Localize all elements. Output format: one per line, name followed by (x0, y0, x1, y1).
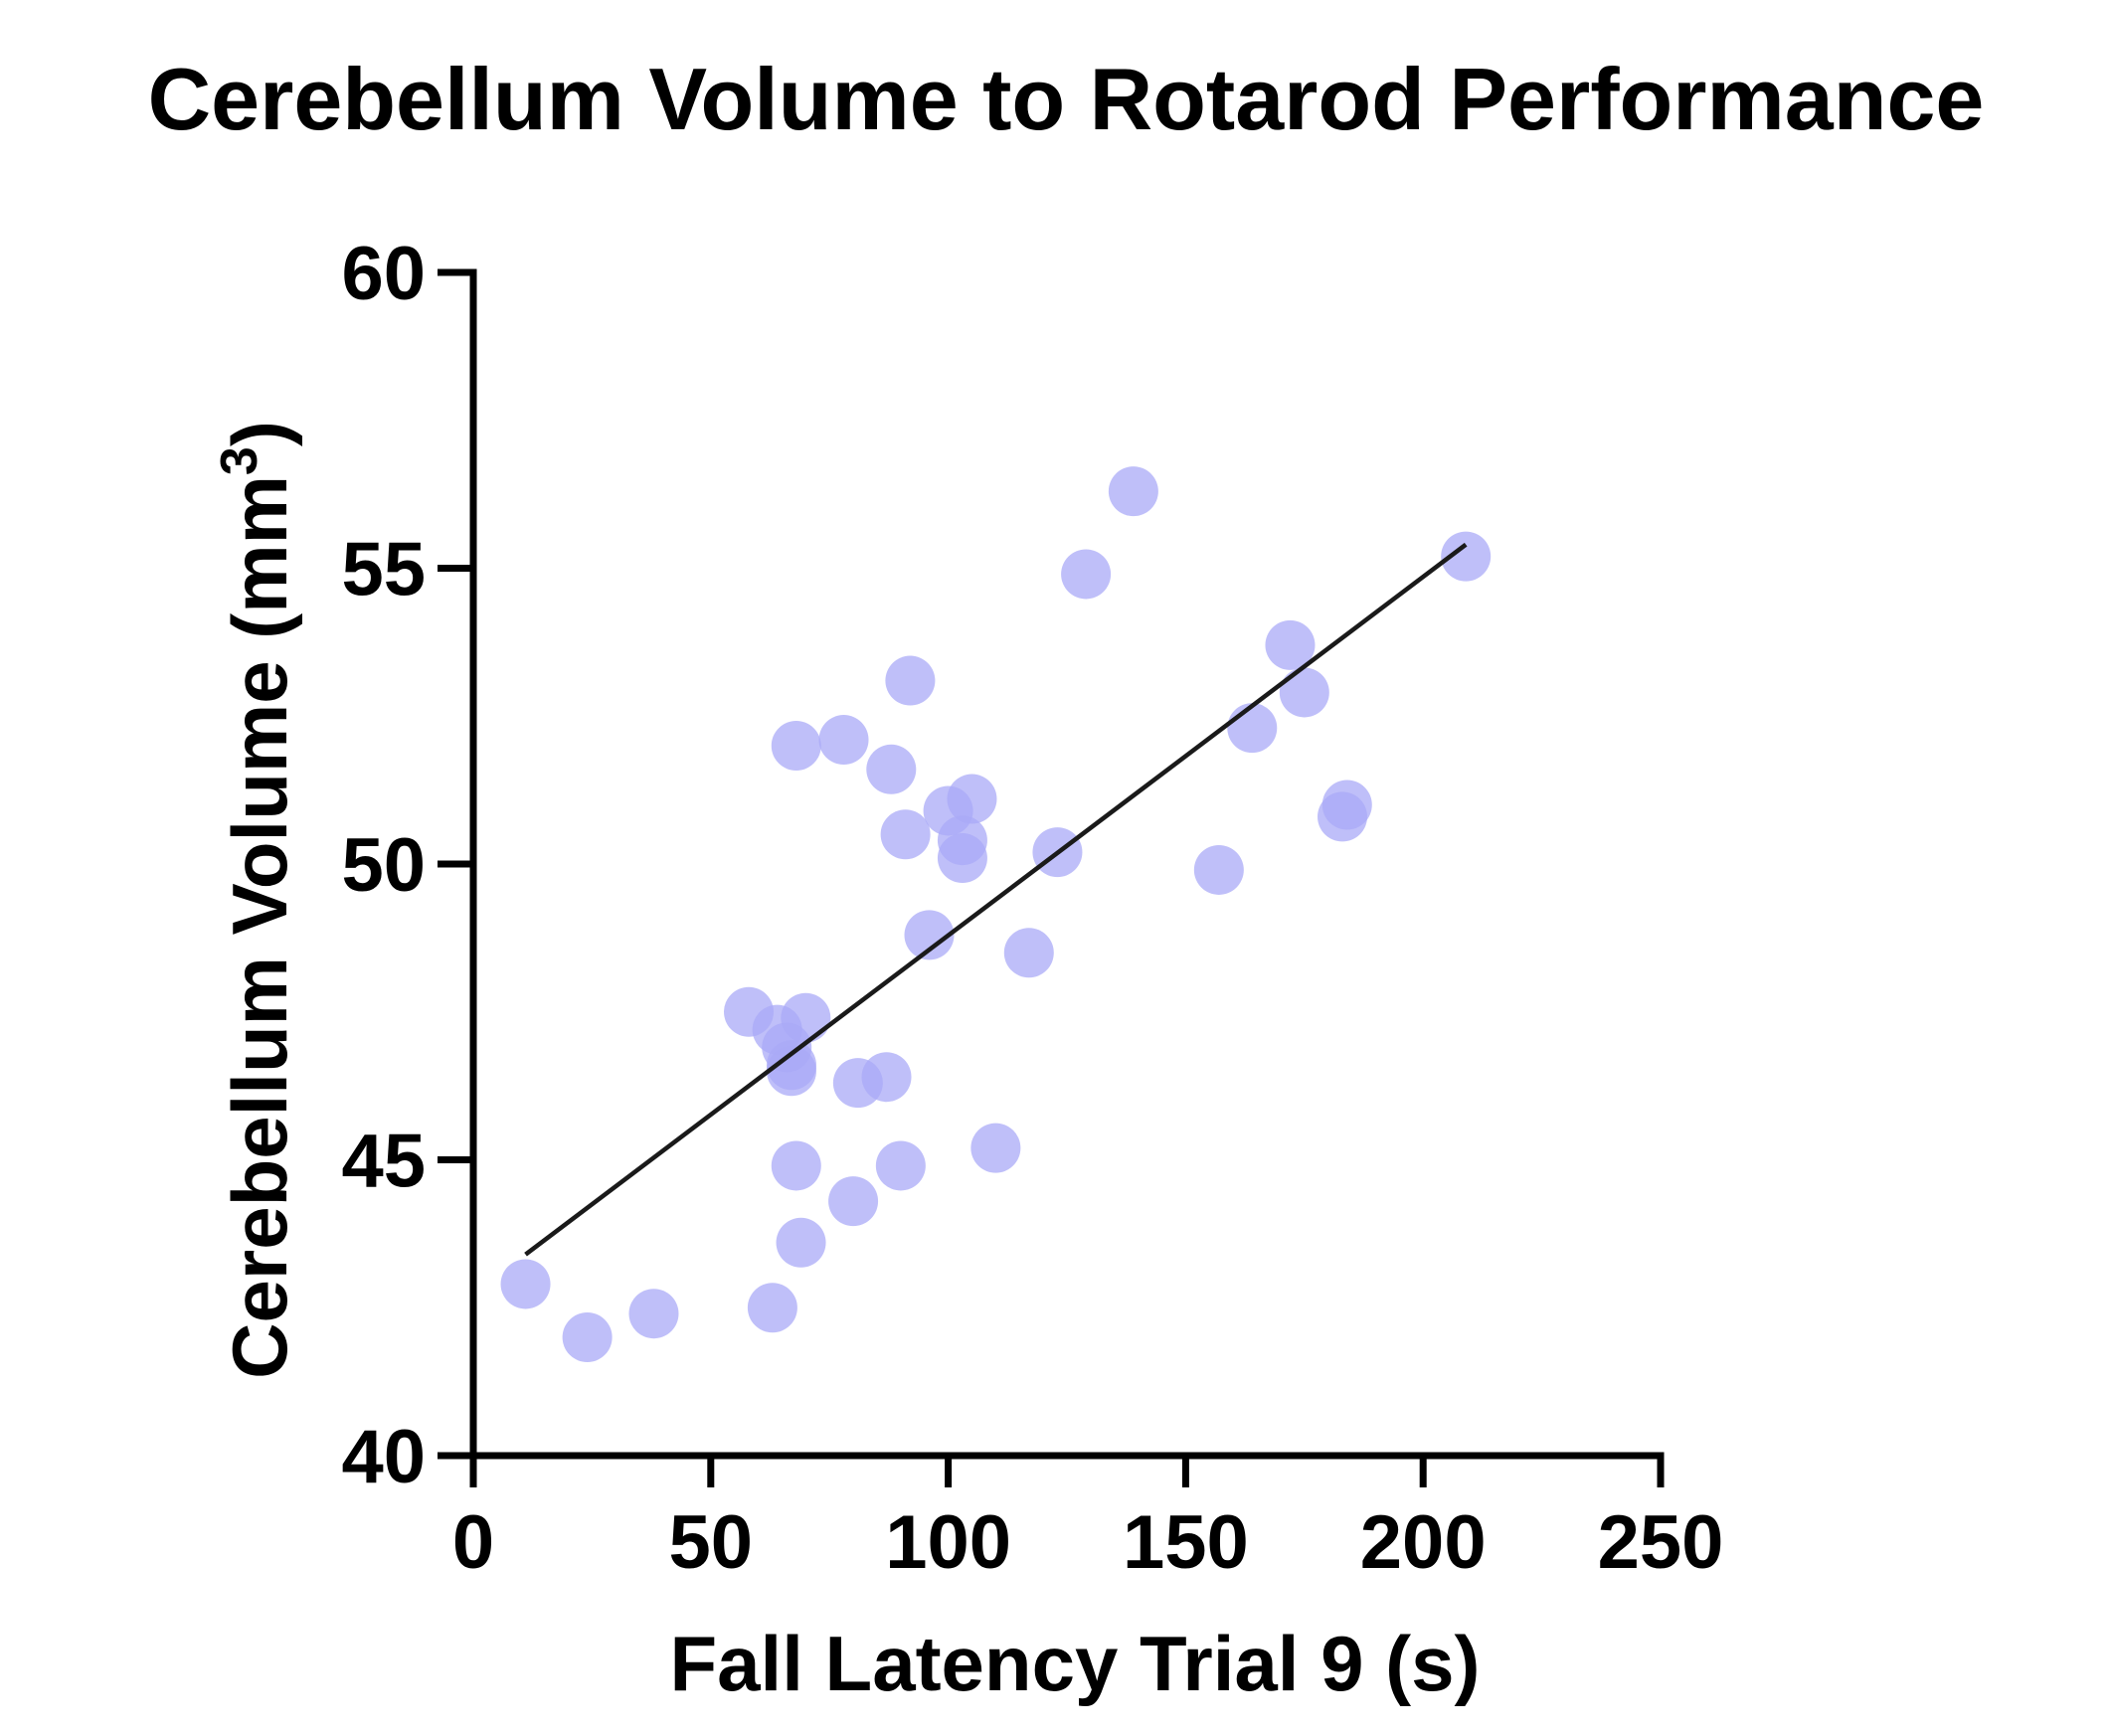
x-tick-label: 0 (452, 1500, 494, 1585)
data-point (500, 1259, 551, 1309)
axes (438, 268, 1665, 1487)
y-axis-title-superscript: 3 (211, 446, 268, 475)
data-point (747, 1283, 797, 1333)
data-point (937, 833, 987, 884)
tick-labels: 40 45 50 55 60 0 50 100 150 200 250 (341, 232, 1723, 1585)
y-tick-label: 60 (341, 232, 426, 316)
data-point (1193, 844, 1244, 895)
data-point (1321, 780, 1372, 830)
y-tick-label: 50 (341, 823, 426, 908)
data-point (861, 1052, 912, 1103)
data-point (1441, 531, 1492, 582)
regression-line-group (524, 542, 1468, 1257)
data-point (776, 1217, 826, 1268)
x-tick-label: 250 (1598, 1500, 1724, 1585)
data-point (970, 1123, 1021, 1173)
data-point (781, 992, 831, 1043)
data-point (866, 744, 917, 794)
y-tick-label: 45 (341, 1120, 426, 1204)
data-point (828, 1176, 879, 1227)
x-tick-label: 50 (669, 1500, 754, 1585)
data-point (904, 910, 955, 960)
data-point (885, 655, 936, 706)
y-axis-title-close: ) (216, 421, 303, 446)
data-point (562, 1312, 613, 1362)
data-point (818, 715, 869, 766)
data-point (771, 721, 821, 771)
chart-title: Cerebellum Volume to Rotarod Performance (148, 50, 1985, 148)
x-tick-label: 100 (885, 1500, 1011, 1585)
x-tick-label: 200 (1360, 1500, 1487, 1585)
x-axis-title: Fall Latency Trial 9 (s) (670, 1620, 1481, 1707)
data-point (1265, 619, 1316, 670)
data-point (1279, 667, 1329, 718)
data-points (500, 466, 1492, 1362)
data-point (875, 1140, 926, 1191)
regression-line (524, 542, 1468, 1257)
data-point (1227, 703, 1278, 754)
data-point (771, 1140, 821, 1191)
data-point (1061, 549, 1112, 600)
data-point (766, 1046, 816, 1097)
data-point (1108, 466, 1158, 517)
y-tick-label: 40 (341, 1415, 426, 1499)
data-point (628, 1289, 679, 1339)
data-point (1003, 928, 1054, 978)
x-tick-label: 150 (1123, 1500, 1249, 1585)
data-point (880, 809, 931, 860)
y-axis-title-main: Cerebellum Volume (mm (216, 475, 303, 1379)
data-point (947, 774, 997, 824)
y-axis-title: Cerebellum Volume (mm3) (211, 421, 303, 1379)
y-tick-label: 55 (341, 528, 426, 612)
